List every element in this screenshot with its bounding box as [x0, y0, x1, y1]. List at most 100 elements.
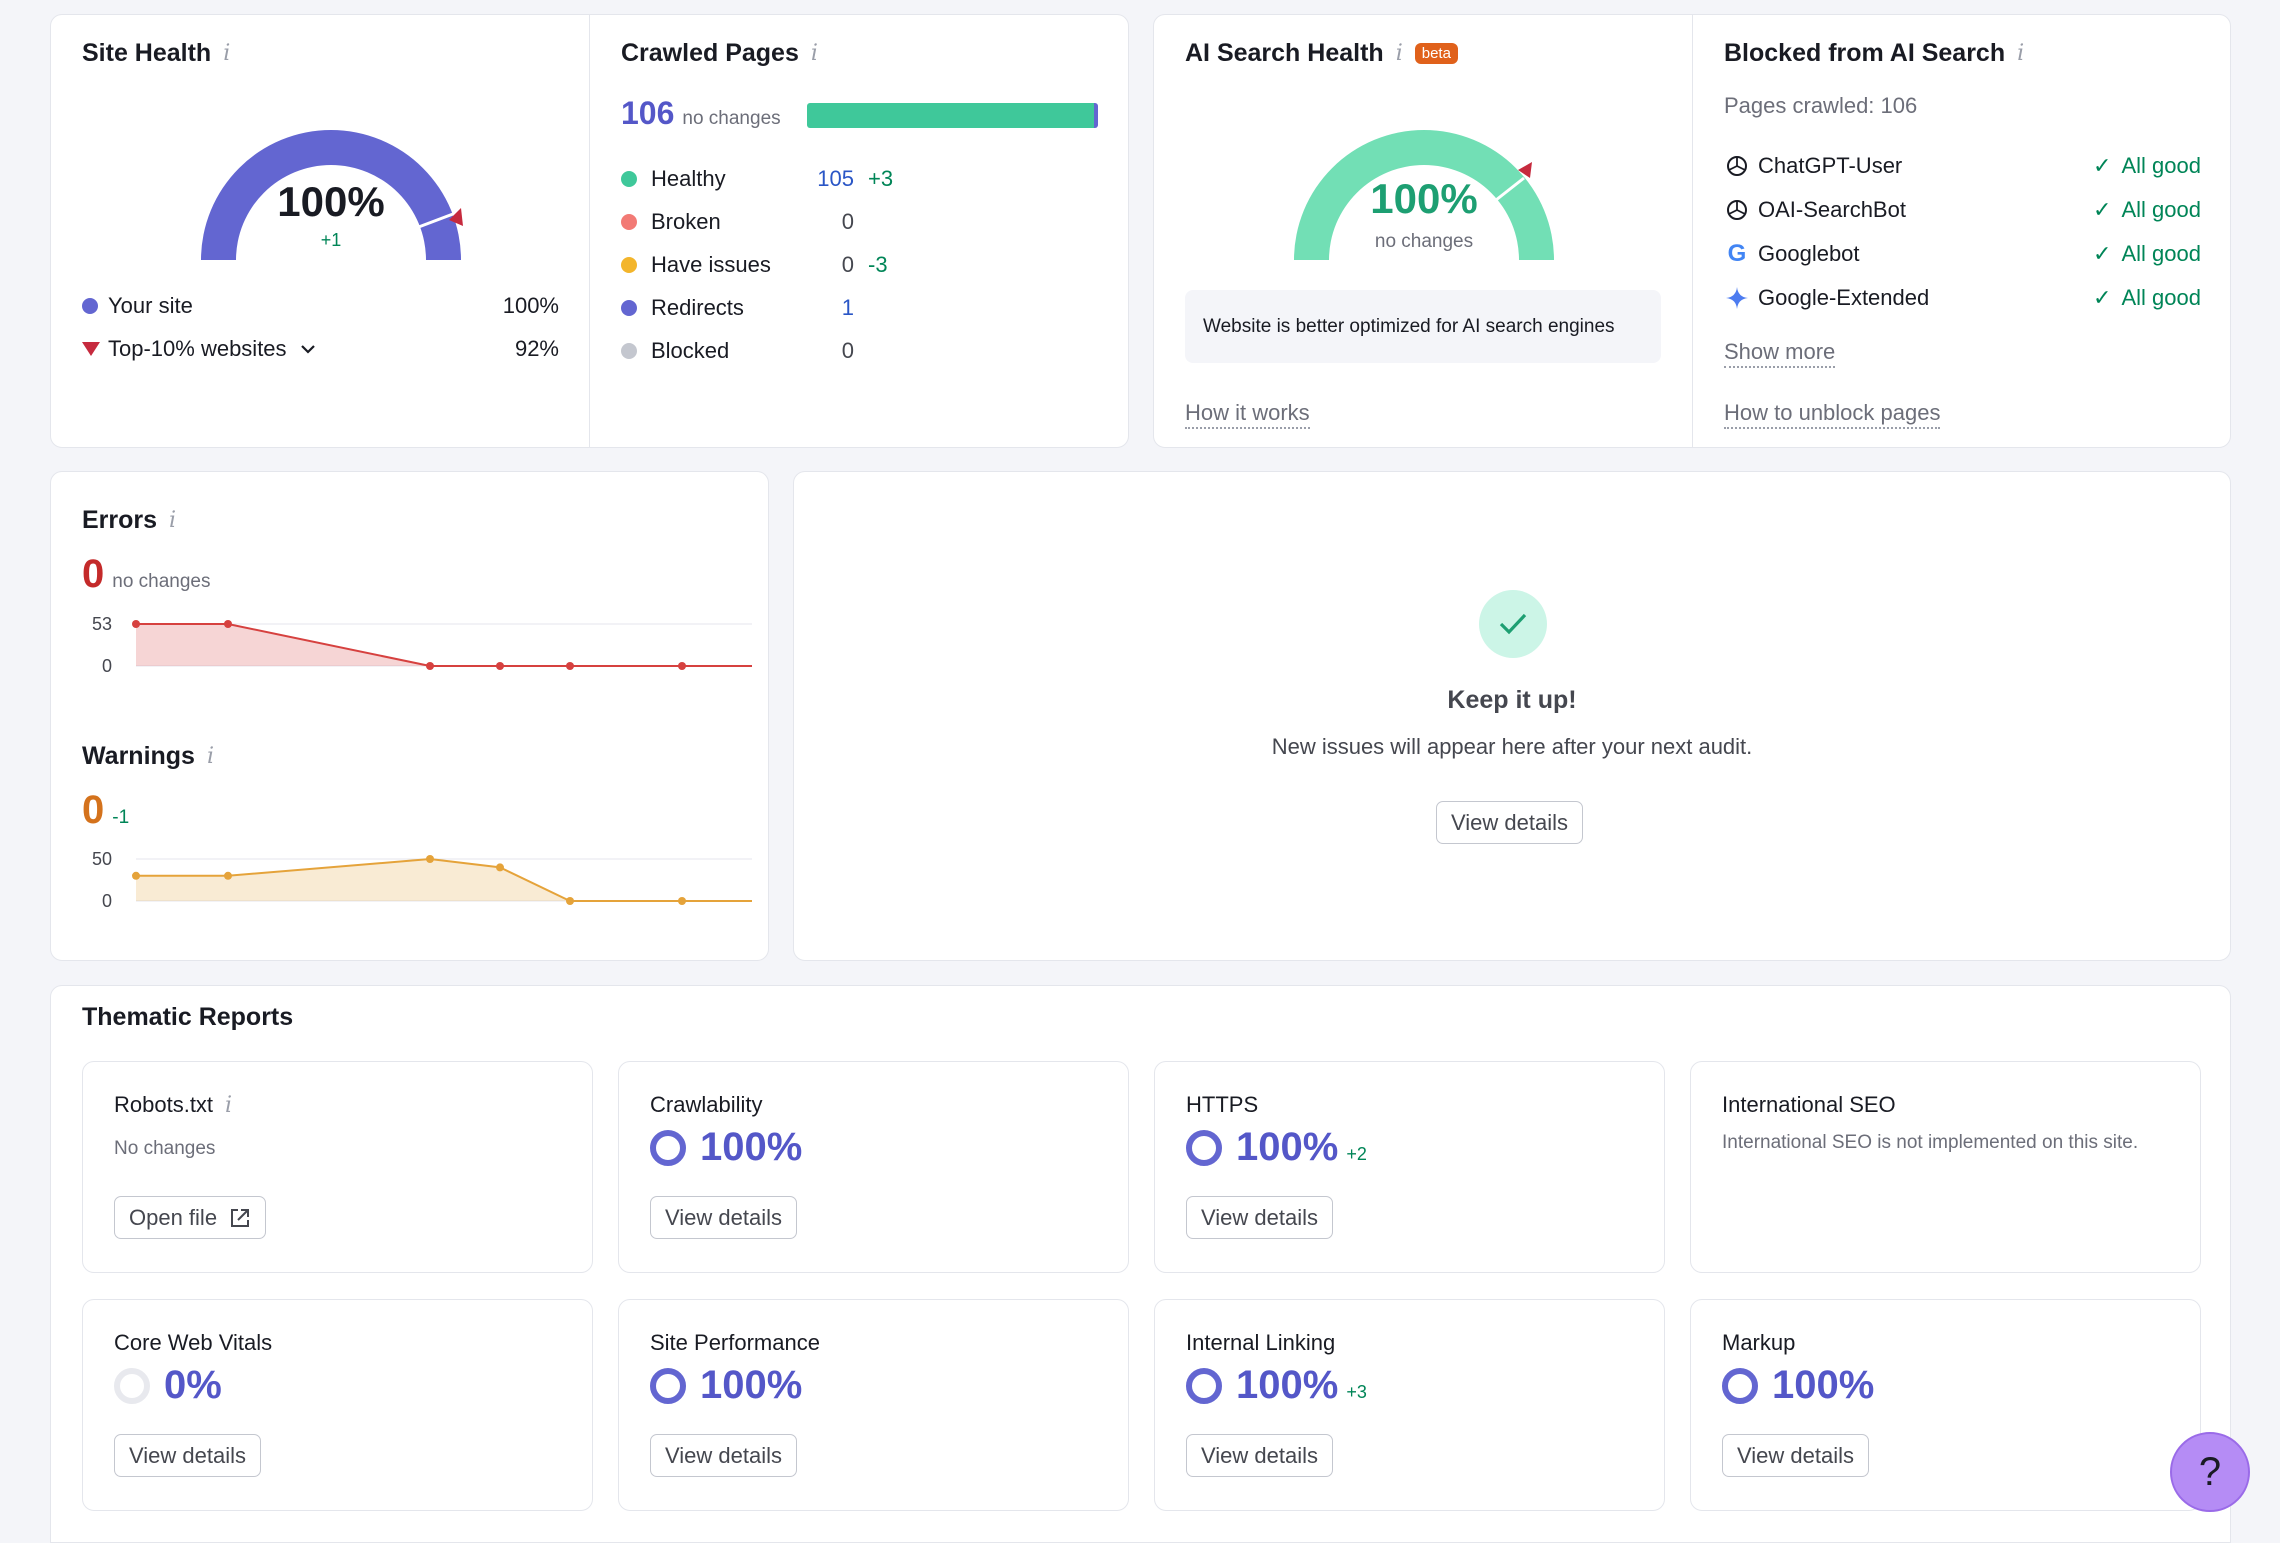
view-details-button[interactable]: View details — [1186, 1196, 1333, 1239]
tile-score[interactable]: 100% — [650, 1125, 802, 1170]
crawled-item-row[interactable]: Blocked 0 — [621, 338, 951, 364]
tile-score[interactable]: 100% +2 — [1186, 1125, 1367, 1170]
help-button[interactable]: ? — [2170, 1432, 2250, 1512]
info-icon[interactable]: i — [810, 41, 818, 66]
chart-point[interactable] — [678, 897, 686, 905]
crawled-item-row[interactable]: Have issues 0 -3 — [621, 252, 951, 278]
chart-point[interactable] — [132, 620, 140, 628]
score-ring-icon — [1722, 1367, 1758, 1404]
score-value: 100% — [700, 1125, 803, 1169]
ai-health-title: AI Search Health — [1185, 39, 1384, 67]
show-more-link[interactable]: Show more — [1724, 339, 1836, 368]
keep-it-up-message: New issues will appear here after your n… — [1271, 734, 1753, 759]
warnings-delta: -1 — [112, 807, 130, 828]
tile-score[interactable]: 100% — [1722, 1363, 1874, 1408]
ai-bot-status: ✓ All good — [2093, 197, 2201, 223]
crawled-item-row[interactable]: Redirects 1 — [621, 295, 951, 321]
card-divider — [589, 15, 590, 447]
errors-note: no changes — [112, 571, 211, 592]
info-icon[interactable]: i — [1395, 41, 1403, 66]
how-it-works-link[interactable]: How it works — [1185, 400, 1310, 429]
site-health-score: 100% — [277, 178, 385, 225]
ai-health-title-row: AI Search Health i beta — [1185, 39, 1458, 68]
site-health-title: Site Health — [82, 39, 212, 67]
crawled-item-label: Broken — [651, 209, 721, 234]
crawled-item-value[interactable]: 105 — [817, 166, 854, 191]
tile-crawlability: Crawlability 100% View details — [618, 1061, 1129, 1273]
view-details-button[interactable]: View details — [650, 1434, 797, 1477]
info-icon[interactable]: i — [223, 41, 231, 66]
tile-score[interactable]: 0% — [114, 1363, 222, 1408]
chart-point[interactable] — [426, 855, 434, 863]
tile-title: International SEO — [1722, 1092, 1896, 1117]
chart-point[interactable] — [678, 662, 686, 670]
crawled-item-label: Redirects — [651, 295, 744, 320]
warnings-title-row: Warnings i — [82, 742, 214, 771]
score-ring-icon — [1186, 1367, 1222, 1404]
tile-title: HTTPS — [1186, 1092, 1259, 1117]
view-details-button[interactable]: View details — [1722, 1434, 1869, 1477]
ai-bot-status: ✓ All good — [2093, 153, 2201, 179]
crawled-total-note: no changes — [682, 108, 781, 129]
tile-internal-linking: Internal Linking 100% +3 View details — [1154, 1299, 1665, 1511]
status-dot — [621, 300, 637, 316]
view-details-button[interactable]: View details — [1436, 801, 1583, 844]
chart-point[interactable] — [566, 897, 574, 905]
google-icon: G — [1727, 240, 1747, 267]
info-icon[interactable]: i — [169, 508, 177, 533]
chart-point[interactable] — [426, 662, 434, 670]
legend-label: Top-10% websites — [108, 336, 287, 361]
info-icon[interactable]: i — [225, 1092, 233, 1118]
triangle-down-icon — [82, 342, 100, 356]
open-file-button[interactable]: Open file — [114, 1196, 267, 1239]
check-icon: ✓ — [2093, 285, 2112, 310]
crawled-total-row: 106 no changes — [621, 95, 781, 132]
crawled-total[interactable]: 106 — [621, 95, 675, 131]
chart-point[interactable] — [566, 662, 574, 670]
info-icon[interactable]: i — [2017, 41, 2025, 66]
gauge-arc — [201, 130, 461, 260]
check-icon: ✓ — [2093, 197, 2112, 222]
ai-bot-name: Google-Extended — [1758, 285, 1930, 310]
info-icon[interactable]: i — [206, 744, 215, 769]
legend-value: 92% — [514, 336, 559, 361]
tile-score[interactable]: 100% — [650, 1363, 802, 1408]
score-value: 0% — [164, 1363, 222, 1407]
score-value: 100% — [700, 1363, 803, 1407]
crawled-item-row[interactable]: Healthy 105 +3 — [621, 166, 951, 192]
tile-score[interactable]: 100% +3 — [1186, 1363, 1367, 1408]
tile-note: International SEO is not implemented on … — [1722, 1132, 2139, 1153]
ai-bot-status-text: All good — [2121, 197, 2201, 222]
crawled-item-value[interactable]: 1 — [841, 295, 854, 320]
ai-search-card: AI Search Health i beta 100% no changes … — [1153, 14, 2231, 448]
legend-top10[interactable]: Top-10% websites 92% — [82, 336, 559, 362]
view-details-button[interactable]: View details — [650, 1196, 797, 1239]
how-to-unblock-link[interactable]: How to unblock pages — [1724, 400, 1941, 429]
blocked-ai-title: Blocked from AI Search — [1724, 39, 2006, 67]
crawled-item-value[interactable]: 0 — [841, 209, 854, 234]
ai-bots-list: ChatGPT-User ✓ All good OAI-SearchBot ✓ Al… — [1724, 153, 2201, 333]
legend-label: Your site — [108, 293, 193, 318]
ai-bot-status: ✓ All good — [2093, 285, 2201, 311]
crawled-item-value[interactable]: 0 — [841, 252, 854, 277]
chart-point[interactable] — [224, 620, 232, 628]
crawled-item-value[interactable]: 0 — [841, 338, 854, 363]
view-details-button[interactable]: View details — [1186, 1434, 1333, 1477]
warnings-value[interactable]: 0 — [82, 788, 105, 832]
keep-it-up-title: Keep it up! — [1447, 686, 1577, 714]
y-tick-label: 0 — [102, 891, 112, 911]
view-details-button[interactable]: View details — [114, 1434, 261, 1477]
tile-robots: Robots.txt i No changes Open file — [82, 1061, 593, 1273]
errors-value[interactable]: 0 — [82, 552, 105, 596]
crawled-item-row[interactable]: Broken 0 — [621, 209, 951, 235]
chevron-down-icon[interactable] — [299, 343, 317, 355]
legend-value: 100% — [502, 293, 559, 318]
errors-title-row: Errors i — [82, 506, 176, 535]
ai-bot-row: Google-Extended ✓ All good — [1724, 285, 2201, 311]
chart-point[interactable] — [132, 871, 140, 880]
chart-point[interactable] — [496, 863, 504, 872]
chart-point[interactable] — [224, 871, 232, 880]
gauge-benchmark-marker — [449, 208, 463, 226]
tile-title: Crawlability — [650, 1092, 763, 1117]
chart-point[interactable] — [496, 662, 504, 670]
